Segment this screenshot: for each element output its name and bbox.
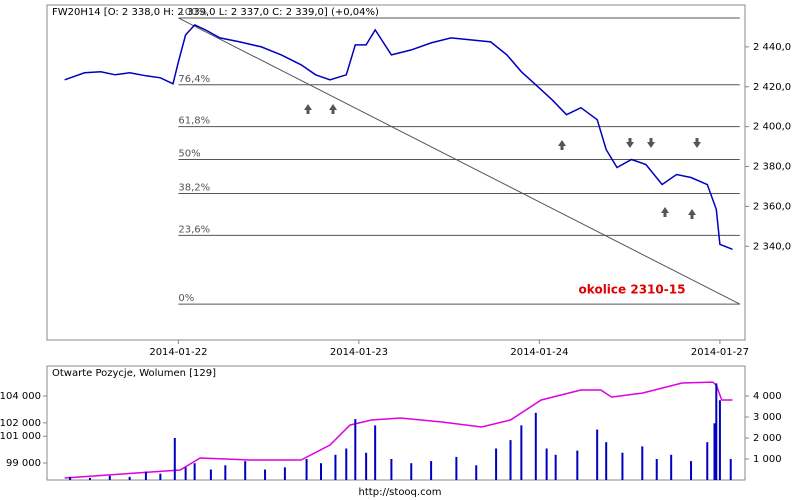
fib-label: 76,4% <box>178 74 210 85</box>
y-tick-label: 4 000 <box>753 391 782 402</box>
volume-bar <box>69 476 72 480</box>
volume-bar <box>655 459 658 480</box>
x-tick-label: 2014-01-22 <box>149 347 207 358</box>
x-tick-label: 2014-01-27 <box>691 347 749 358</box>
volume-bar <box>545 448 548 480</box>
volume-bar <box>670 454 673 480</box>
y-tick-label: 2 440,0 <box>753 42 791 53</box>
y-tick-label: 3 000 <box>753 412 782 423</box>
volume-frame <box>46 365 746 481</box>
y-tick-label: 2 400,0 <box>753 122 791 133</box>
fib-label: 0% <box>178 293 194 304</box>
volume-bar <box>596 429 599 480</box>
volume-bar <box>641 446 644 480</box>
y-tick-label: 101 000 <box>0 431 41 442</box>
volume-bar <box>455 456 458 480</box>
open-interest-line <box>64 381 733 479</box>
source: http://stooq.com <box>359 487 442 498</box>
volume-bar <box>283 467 286 480</box>
volume-bar <box>128 476 131 480</box>
volume-bar <box>475 465 478 480</box>
volume-bar <box>334 454 337 480</box>
arrows <box>304 104 701 219</box>
volume-bar <box>410 463 413 480</box>
volume-bar <box>495 448 498 480</box>
volume-bar <box>706 442 709 480</box>
volume-bar <box>209 469 212 480</box>
y-tick-label: 2 000 <box>753 433 782 444</box>
volume-bar <box>354 419 357 480</box>
y-tick-label: 2 360,0 <box>753 201 791 212</box>
trend-line <box>178 17 740 305</box>
y-tick-label: 2 380,0 <box>753 162 791 173</box>
volume-bar <box>576 450 579 480</box>
volume-bar <box>345 448 348 480</box>
fib-label: 61,8% <box>178 116 210 127</box>
y-tick-label: 1 000 <box>753 454 782 465</box>
volume-bar <box>144 471 147 480</box>
volume-bar <box>193 463 196 480</box>
price-frame <box>46 4 746 341</box>
volume-bar <box>173 438 176 480</box>
volume-bar <box>159 473 162 480</box>
volume-bar <box>690 461 693 480</box>
volume-bar <box>713 423 716 480</box>
y-tick-label: 104 000 <box>0 391 41 402</box>
volume-bar <box>729 459 732 480</box>
volume-bar <box>554 454 557 480</box>
fib-label: 50% <box>178 149 200 160</box>
x-tick-label: 2014-01-23 <box>330 347 388 358</box>
y-tick-label: 2 420,0 <box>753 82 791 93</box>
y-tick-label: 2 340,0 <box>753 241 791 252</box>
volume-bar <box>88 477 91 480</box>
volume-bar <box>390 459 393 480</box>
volume-bar <box>715 383 718 480</box>
chart-title: FW20H14 [O: 2 338,0 H: 2 339,0 L: 2 337,… <box>52 7 379 18</box>
volume-bar <box>605 442 608 480</box>
volume-bar <box>374 425 377 480</box>
volume-bar <box>244 461 247 480</box>
volume-bar <box>305 459 308 480</box>
fib-label: 100% <box>178 7 207 18</box>
volume-bar <box>184 467 187 480</box>
volume-bar <box>520 425 523 480</box>
fib-label: 23,6% <box>178 224 210 235</box>
volume-bar <box>365 452 368 480</box>
x-tick-label: 2014-01-24 <box>510 347 568 358</box>
y-tick-label: 102 000 <box>0 418 41 429</box>
volume-bar <box>224 465 227 480</box>
volume-bar <box>108 475 111 480</box>
volume-bar <box>264 469 267 480</box>
volume-bar <box>621 452 624 480</box>
volume-bar <box>534 412 537 480</box>
fib-label: 38,2% <box>178 182 210 193</box>
volume-title: Otwarte Pozycje, Wolumen [129] <box>52 368 216 379</box>
volume-bar <box>430 461 433 480</box>
volume-bar <box>718 400 721 480</box>
volume-bar <box>509 440 512 480</box>
y-tick-label: 99 000 <box>6 458 41 469</box>
price-line <box>64 23 733 250</box>
volume-bar <box>320 463 323 480</box>
annotation: okolice 2310-15 <box>579 283 686 297</box>
